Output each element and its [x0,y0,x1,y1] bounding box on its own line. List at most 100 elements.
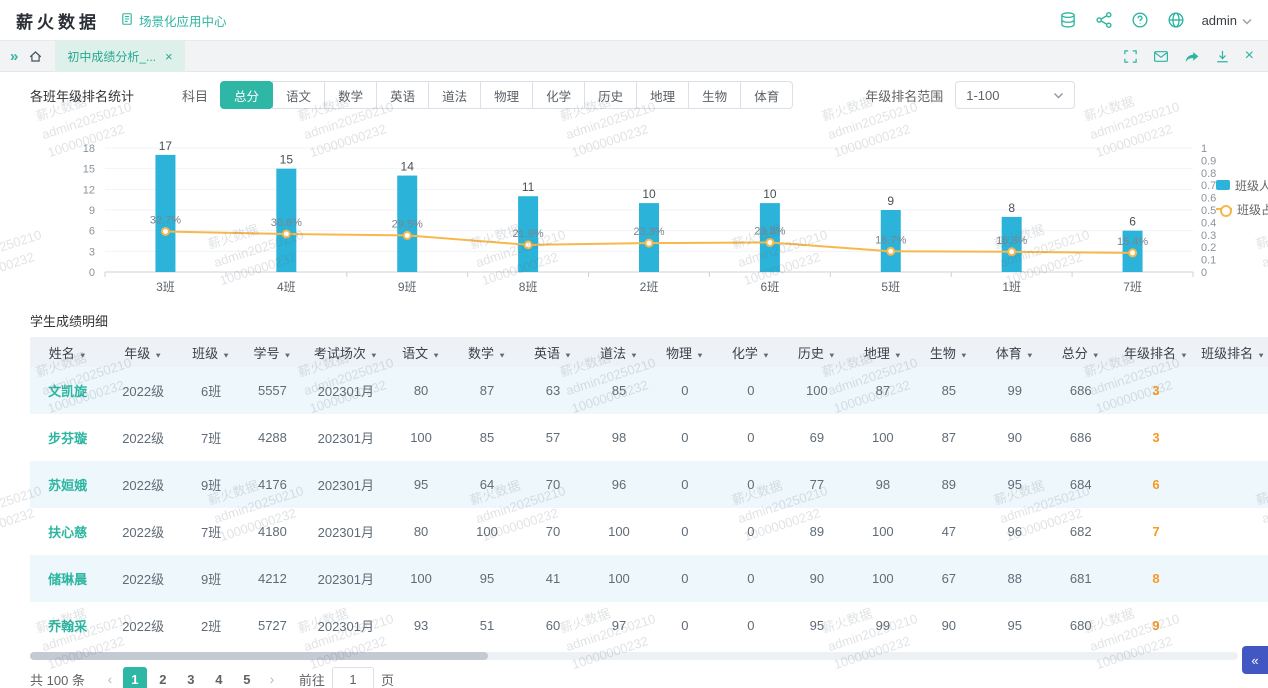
student-name-link[interactable]: 步芬璇 [30,414,106,461]
subject-button-9[interactable]: 地理 [636,81,690,109]
filter-icon[interactable]: ▼ [893,351,902,359]
prev-page-button[interactable]: ‹ [107,671,113,687]
table-scroll-container[interactable]: 姓名 ▼ 年级 ▼ 班级 ▼ 学号 ▼ 考试场次 ▼ 语文 ▼ 数学 ▼ 英语 ▼ 道法 ▼ 物理 ▼ 化学 ▼ 历史 ▼ 地理… [30,337,1268,649]
line-point[interactable] [765,237,775,247]
database-icon[interactable] [1058,10,1078,30]
page-button-4[interactable]: 4 [215,671,223,687]
bar-5班[interactable] [880,210,901,272]
column-header-4[interactable]: 学号 ▼ [241,337,304,367]
share-icon[interactable] [1184,49,1200,64]
student-name-link[interactable]: 苏姮娥 [30,461,106,508]
column-header-16[interactable]: 总分 ▼ [1047,337,1114,367]
column-header-18[interactable]: 班级排名 ▼ [1198,337,1268,367]
subject-button-8[interactable]: 历史 [584,81,638,109]
column-header-8[interactable]: 英语 ▼ [520,337,586,367]
page-button-3[interactable]: 3 [187,671,195,687]
column-header-2[interactable]: 年级 ▼ [105,337,181,367]
column-header-12[interactable]: 历史 ▼ [783,337,850,367]
filter-icon[interactable]: ▼ [369,351,378,359]
tab-close-icon[interactable]: × [165,48,173,64]
filter-icon[interactable]: ▼ [1025,351,1034,359]
download-icon[interactable] [1215,49,1230,64]
column-header-5[interactable]: 考试场次 ▼ [303,337,389,367]
mail-icon[interactable] [1153,49,1169,64]
globe-icon[interactable] [1166,10,1186,30]
subject-button-6[interactable]: 物理 [480,81,534,109]
goto-page-input[interactable] [331,666,374,688]
line-point[interactable] [523,240,533,250]
filter-icon[interactable]: ▼ [630,351,638,359]
filter-icon[interactable]: ▼ [154,351,163,359]
legend-item-2[interactable]: 班级占比 [1216,197,1268,221]
filter-icon[interactable]: ▼ [432,351,441,359]
filter-icon[interactable]: ▼ [78,351,87,359]
filter-icon[interactable]: ▼ [564,351,572,359]
subject-button-5[interactable]: 道法 [428,81,482,109]
column-header-17[interactable]: 年级排名 ▼ [1113,337,1199,367]
student-name-link[interactable]: 乔翰采 [30,602,106,649]
filter-icon[interactable]: ▼ [1257,351,1266,359]
line-point[interactable] [886,246,896,256]
help-icon[interactable] [1130,10,1150,30]
subject-button-2[interactable]: 语文 [272,81,326,109]
rank-range-select[interactable]: 1-100 [955,81,1076,109]
line-point[interactable] [160,226,170,236]
page-button-5[interactable]: 5 [243,671,251,687]
student-name-link[interactable]: 文凯旋 [30,367,106,414]
subject-button-3[interactable]: 数学 [324,81,378,109]
filter-icon[interactable]: ▼ [695,351,704,359]
bar-3班[interactable] [155,154,176,272]
column-header-6[interactable]: 语文 ▼ [388,337,455,367]
filter-icon[interactable]: ▼ [827,351,836,359]
column-header-1[interactable]: 姓名 ▼ [30,337,106,367]
filter-icon[interactable]: ▼ [283,351,292,359]
line-point[interactable] [644,238,654,248]
subject-button-4[interactable]: 英语 [376,81,430,109]
filter-icon[interactable]: ▼ [959,351,968,359]
subject-button-1[interactable]: 总分 [220,81,274,109]
column-header-11[interactable]: 化学 ▼ [717,337,784,367]
collapse-panel-button[interactable]: « [1242,646,1268,674]
line-point[interactable] [1128,248,1138,258]
filter-icon[interactable]: ▼ [498,351,506,359]
column-header-15[interactable]: 体育 ▼ [981,337,1048,367]
filter-icon[interactable]: ▼ [222,351,231,359]
subject-button-10[interactable]: 生物 [688,81,742,109]
share-nodes-icon[interactable] [1094,10,1114,30]
bar-9班[interactable] [397,175,418,272]
page-button-2[interactable]: 2 [159,671,167,687]
student-name-link[interactable]: 储琳晨 [30,555,106,602]
line-point[interactable] [402,230,412,240]
scrollbar-thumb[interactable] [30,652,488,660]
student-name-link[interactable]: 扶心慈 [30,508,106,555]
horizontal-scrollbar[interactable] [30,652,1238,660]
line-point[interactable] [1007,247,1017,257]
subject-button-7[interactable]: 化学 [532,81,586,109]
bar-4班[interactable] [276,168,297,272]
tab-report[interactable]: 初中成绩分析_... × [55,40,185,72]
app-logo[interactable]: 薪火数据 [16,12,100,32]
home-tab-icon[interactable] [28,49,43,64]
column-header-10[interactable]: 物理 ▼ [651,337,718,367]
fullscreen-icon[interactable] [1123,49,1138,64]
legend-item-1[interactable]: 班级人数 [1216,173,1268,197]
subject-button-11[interactable]: 体育 [740,81,794,109]
column-header-3[interactable]: 班级 ▼ [180,337,242,367]
filter-icon[interactable]: ▼ [1180,351,1188,359]
bar-2班[interactable] [639,203,659,272]
line-point[interactable] [281,229,291,239]
close-icon[interactable]: × [1244,47,1254,64]
app-center-link[interactable]: 场景化应用中心 [120,11,227,30]
page-button-1[interactable]: 1 [122,667,147,688]
bar-8班[interactable] [518,196,539,272]
bar-1班[interactable] [1001,216,1022,272]
column-header-9[interactable]: 道法 ▼ [585,337,652,367]
column-header-13[interactable]: 地理 ▼ [849,337,916,367]
filter-icon[interactable]: ▼ [1091,351,1100,359]
next-page-button[interactable]: › [269,671,275,687]
column-header-14[interactable]: 生物 ▼ [915,337,982,367]
filter-icon[interactable]: ▼ [761,351,770,359]
user-menu[interactable]: admin [1202,13,1252,28]
bar-6班[interactable] [759,203,780,272]
column-header-7[interactable]: 数学 ▼ [454,337,520,367]
